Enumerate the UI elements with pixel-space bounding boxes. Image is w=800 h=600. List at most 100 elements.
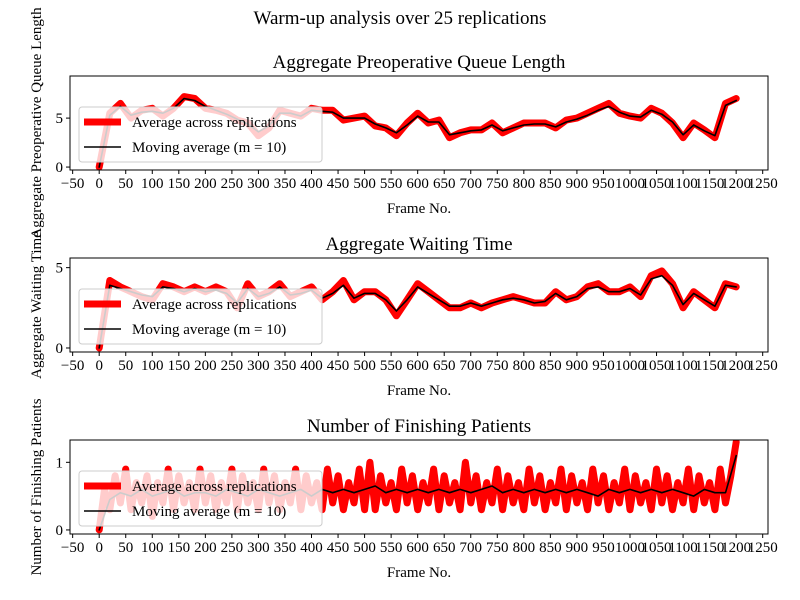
legend-box	[78, 106, 323, 163]
legend-box	[78, 288, 323, 345]
y-axis-label: Number of Finishing Patients	[29, 398, 45, 575]
x-tick-label: 1100	[668, 176, 697, 192]
x-tick-label: 450	[327, 358, 350, 374]
x-tick-label: 1100	[668, 358, 697, 374]
y-tick-label: 0	[56, 341, 64, 357]
x-tick-label: 900	[566, 358, 589, 374]
x-tick-label: 0	[95, 176, 103, 192]
x-tick-label: 650	[433, 176, 456, 192]
legend: Average across replications Moving averag…	[78, 288, 323, 345]
panel-2: Aggregate Waiting Time−50 0 50 100 150 200 250…	[29, 231, 778, 399]
x-tick-label: 400	[300, 358, 323, 374]
x-tick-label: 700	[460, 176, 483, 192]
legend-label: Moving average (m = 10)	[132, 322, 286, 338]
x-tick-label: 1150	[695, 176, 724, 192]
x-tick-label: 950	[592, 540, 615, 556]
x-tick-label: 350	[274, 358, 297, 374]
x-tick-label: 100	[141, 176, 164, 192]
panel-title: Aggregate Waiting Time	[325, 234, 512, 255]
x-tick-label: 50	[118, 176, 133, 192]
x-tick-label: 850	[539, 540, 562, 556]
x-tick-label: 1050	[642, 176, 672, 192]
x-tick-label: 500	[353, 176, 376, 192]
y-tick-label: 1	[56, 455, 64, 471]
panel-1: Aggregate Preoperative Queue Length−50 0 5…	[29, 7, 778, 239]
x-tick-label: 900	[566, 176, 589, 192]
x-tick-label: −50	[61, 176, 84, 192]
legend: Average across replications Moving averag…	[78, 470, 323, 527]
x-tick-label: 1200	[721, 176, 751, 192]
x-tick-label: 450	[327, 540, 350, 556]
x-tick-label: 550	[380, 176, 403, 192]
x-axis-label: Frame No.	[387, 383, 451, 399]
x-tick-label: 500	[353, 358, 376, 374]
x-tick-label: 300	[247, 358, 270, 374]
x-tick-label: 200	[194, 358, 217, 374]
x-tick-label: 500	[353, 540, 376, 556]
x-tick-label: 150	[168, 176, 191, 192]
y-axis-label: Aggregate Waiting Time	[29, 231, 45, 379]
figure-suptitle: Warm-up analysis over 25 replications	[253, 8, 547, 29]
legend-label: Average across replications	[132, 479, 297, 495]
x-tick-label: 350	[274, 540, 297, 556]
x-tick-label: −50	[61, 540, 84, 556]
x-tick-label: 1150	[695, 540, 724, 556]
x-tick-label: 850	[539, 176, 562, 192]
y-tick-label: 5	[56, 261, 64, 277]
x-tick-label: 1200	[721, 358, 751, 374]
x-tick-label: 450	[327, 176, 350, 192]
y-axis-label: Aggregate Preoperative Queue Length	[29, 7, 45, 239]
x-tick-label: 1050	[642, 540, 672, 556]
y-tick-label: 0	[56, 160, 64, 176]
x-tick-label: 1050	[642, 358, 672, 374]
x-tick-label: 1250	[748, 176, 778, 192]
legend-label: Average across replications	[132, 297, 297, 313]
x-tick-label: 250	[221, 358, 244, 374]
x-tick-label: 750	[486, 176, 509, 192]
x-tick-label: 950	[592, 176, 615, 192]
x-tick-label: 200	[194, 176, 217, 192]
y-tick-label: 5	[56, 111, 64, 127]
x-tick-label: 750	[486, 358, 509, 374]
x-tick-label: 200	[194, 540, 217, 556]
x-tick-label: 300	[247, 176, 270, 192]
x-tick-label: 550	[380, 358, 403, 374]
x-tick-label: 850	[539, 358, 562, 374]
x-tick-label: 1250	[748, 358, 778, 374]
series-moving-average-line	[98, 97, 737, 168]
x-tick-label: 300	[247, 540, 270, 556]
y-tick-label: 0	[56, 523, 64, 539]
x-tick-label: 150	[168, 540, 191, 556]
x-tick-label: 250	[221, 540, 244, 556]
plot-frame	[69, 257, 769, 353]
x-tick-label: 1150	[695, 358, 724, 374]
x-tick-label: 0	[95, 358, 103, 374]
x-tick-label: 550	[380, 540, 403, 556]
x-tick-label: 750	[486, 540, 509, 556]
x-tick-label: 650	[433, 358, 456, 374]
x-tick-label: 700	[460, 358, 483, 374]
x-tick-label: −50	[61, 358, 84, 374]
panel-title: Number of Finishing Patients	[307, 416, 531, 437]
x-tick-label: 1100	[668, 540, 697, 556]
legend: Average across replications Moving averag…	[78, 106, 323, 163]
legend-label: Moving average (m = 10)	[132, 140, 286, 156]
x-tick-label: 800	[513, 176, 536, 192]
x-tick-label: 1250	[748, 540, 778, 556]
x-tick-label: 350	[274, 176, 297, 192]
x-tick-label: 600	[406, 540, 429, 556]
x-tick-label: 400	[300, 540, 323, 556]
x-tick-label: 650	[433, 540, 456, 556]
x-axis-label: Frame No.	[387, 565, 451, 581]
legend-label: Average across replications	[132, 115, 297, 131]
panel-3: Number of Finishing Patients−50 0 50 100 150…	[29, 398, 778, 581]
x-tick-label: 900	[566, 540, 589, 556]
panel-title: Aggregate Preoperative Queue Length	[273, 52, 566, 73]
plot-frame	[69, 75, 769, 171]
x-axis-label: Frame No.	[387, 201, 451, 217]
x-tick-label: 0	[95, 540, 103, 556]
x-tick-label: 600	[406, 176, 429, 192]
x-tick-label: 950	[592, 358, 615, 374]
x-tick-label: 800	[513, 358, 536, 374]
